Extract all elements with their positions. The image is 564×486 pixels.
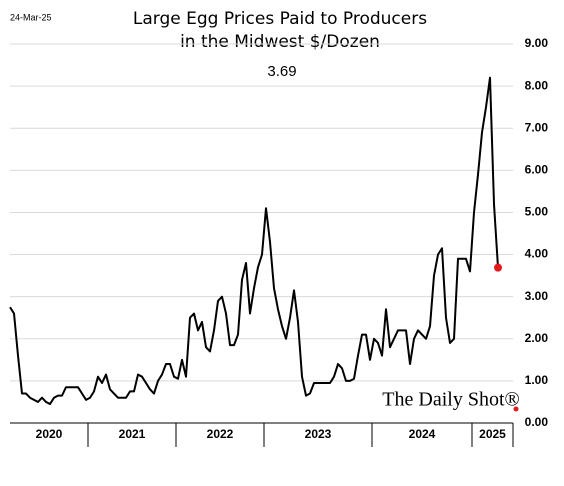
x-tick-label: 2021	[119, 427, 146, 441]
y-tick-label: 7.00	[525, 120, 549, 134]
source: The Daily Shot®	[382, 389, 519, 411]
price-line	[9, 76, 499, 406]
chart-title: Large Egg Prices Paid to Producers	[133, 9, 427, 29]
last-point	[494, 263, 502, 272]
y-tick-label: 5.00	[525, 205, 549, 219]
x-tick-label: 2023	[305, 427, 332, 441]
date-label: 24-Mar-25	[10, 12, 52, 22]
y-tick-label: 1.00	[525, 373, 549, 387]
y-tick-label: 3.00	[525, 289, 549, 303]
y-tick-label: 4.00	[525, 247, 549, 261]
y-tick-label: 8.00	[525, 78, 549, 92]
x-tick-label: 2025	[479, 427, 506, 441]
y-tick-label: 0.00	[525, 415, 549, 429]
chart-title: in the Midwest $/Dozen	[180, 32, 380, 52]
y-tick-label: 6.00	[525, 163, 549, 177]
x-tick-label: 2024	[409, 427, 436, 441]
y-tick-label: 9.00	[525, 36, 549, 50]
x-tick-label: 2022	[207, 427, 234, 441]
y-tick-label: 2.00	[525, 331, 549, 345]
annotation: 3.69	[267, 63, 296, 80]
x-tick-label: 2020	[36, 427, 63, 441]
source-dot	[513, 406, 519, 412]
